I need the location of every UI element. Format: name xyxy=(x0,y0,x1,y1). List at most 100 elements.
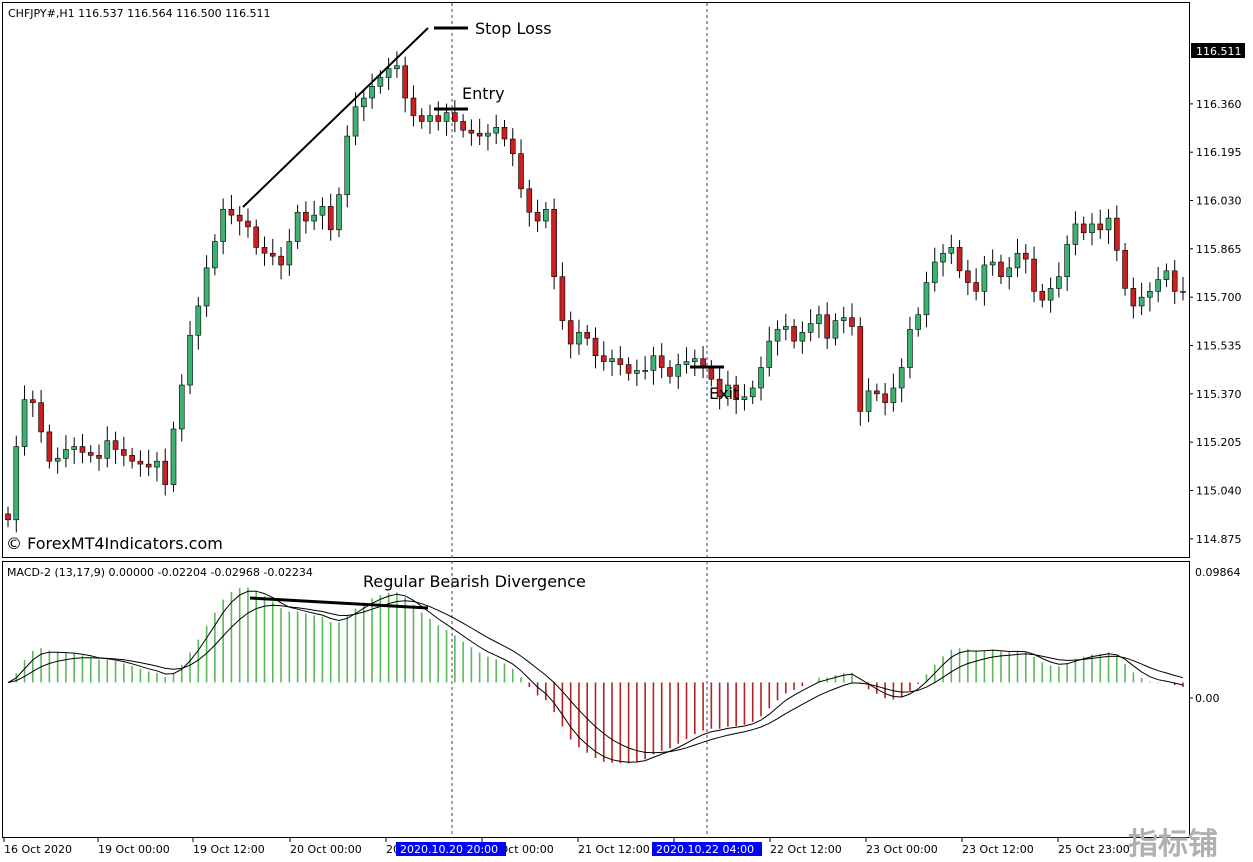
candle-body[interactable] xyxy=(667,367,673,377)
candle-body[interactable] xyxy=(294,211,301,242)
candle-body[interactable] xyxy=(435,115,442,122)
candle-body[interactable] xyxy=(998,261,1004,277)
candle-body[interactable] xyxy=(427,115,433,122)
candle-body[interactable] xyxy=(228,209,235,216)
candle-body[interactable] xyxy=(716,378,723,398)
candle-body[interactable] xyxy=(551,209,557,277)
candle-body[interactable] xyxy=(1080,223,1087,234)
candle-body[interactable] xyxy=(187,334,193,386)
candle-body[interactable] xyxy=(162,460,169,485)
candle-body[interactable] xyxy=(749,387,756,398)
candle-body[interactable] xyxy=(840,317,847,321)
candle-body[interactable] xyxy=(642,370,648,372)
candle-body[interactable] xyxy=(79,446,86,453)
candle-body[interactable] xyxy=(121,449,127,456)
candle-body[interactable] xyxy=(212,241,218,269)
candle-body[interactable] xyxy=(907,329,913,368)
candle-body[interactable] xyxy=(71,446,77,450)
candle-body[interactable] xyxy=(220,209,226,242)
candle-body[interactable] xyxy=(774,329,781,342)
candle-body[interactable] xyxy=(236,214,243,222)
candle-body[interactable] xyxy=(956,247,963,272)
candle-body[interactable] xyxy=(319,206,326,216)
candle-body[interactable] xyxy=(849,317,855,327)
candle-body[interactable] xyxy=(940,252,946,263)
candle-body[interactable] xyxy=(931,261,938,283)
candle-body[interactable] xyxy=(1047,288,1054,301)
candle-body[interactable] xyxy=(402,65,408,99)
candle-body[interactable] xyxy=(1114,217,1120,251)
candle-body[interactable] xyxy=(708,367,715,380)
candle-body[interactable] xyxy=(584,332,591,339)
candle-body[interactable] xyxy=(352,106,359,137)
candle-body[interactable] xyxy=(385,68,392,78)
candle-body[interactable] xyxy=(30,399,36,403)
candle-body[interactable] xyxy=(336,194,342,231)
candle-body[interactable] xyxy=(129,455,135,462)
candle-body[interactable] xyxy=(948,247,955,254)
candle-body[interactable] xyxy=(344,135,351,195)
candle-body[interactable] xyxy=(989,261,996,266)
candle-body[interactable] xyxy=(253,226,260,248)
candle-body[interactable] xyxy=(311,214,317,222)
candle-body[interactable] xyxy=(576,332,582,345)
candle-body[interactable] xyxy=(5,513,11,521)
candle-body[interactable] xyxy=(1147,291,1153,298)
candle-body[interactable] xyxy=(1039,291,1046,301)
candle-body[interactable] xyxy=(1072,223,1079,245)
candle-body[interactable] xyxy=(154,460,160,468)
candle-body[interactable] xyxy=(1105,217,1112,231)
candle-body[interactable] xyxy=(600,355,607,362)
candle-body[interactable] xyxy=(923,282,930,316)
candle-body[interactable] xyxy=(418,115,425,122)
candle-body[interactable] xyxy=(807,323,814,333)
candle-body[interactable] xyxy=(443,112,450,122)
candle-body[interactable] xyxy=(799,332,806,342)
candle-body[interactable] xyxy=(476,132,483,137)
candle-body[interactable] xyxy=(915,314,922,330)
candle-body[interactable] xyxy=(13,446,20,521)
candle-body[interactable] xyxy=(261,247,268,254)
candle-body[interactable] xyxy=(145,463,152,468)
candle-body[interactable] xyxy=(741,396,748,400)
candle-body[interactable] xyxy=(526,188,533,213)
candle-body[interactable] xyxy=(170,428,177,485)
candle-body[interactable] xyxy=(650,355,657,371)
candle-body[interactable] xyxy=(1180,291,1186,293)
candle-body[interactable] xyxy=(857,326,864,412)
candle-body[interactable] xyxy=(791,326,797,342)
candle-body[interactable] xyxy=(303,211,309,222)
candle-body[interactable] xyxy=(96,455,102,459)
candle-body[interactable] xyxy=(567,320,574,345)
candle-body[interactable] xyxy=(783,326,789,330)
candle-body[interactable] xyxy=(493,127,500,134)
candle-body[interactable] xyxy=(1163,270,1170,280)
candle-body[interactable] xyxy=(63,449,69,459)
candle-body[interactable] xyxy=(675,364,682,377)
candle-body[interactable] xyxy=(394,65,400,70)
candle-body[interactable] xyxy=(683,361,690,365)
candle-body[interactable] xyxy=(377,77,384,87)
candle-body[interactable] xyxy=(410,97,417,116)
candle-body[interactable] xyxy=(87,452,94,456)
candle-body[interactable] xyxy=(691,358,698,362)
candle-body[interactable] xyxy=(269,252,276,257)
candle-body[interactable] xyxy=(1155,279,1161,292)
candle-body[interactable] xyxy=(1022,252,1029,260)
candle-body[interactable] xyxy=(38,402,44,433)
candle-body[interactable] xyxy=(1097,223,1104,231)
candle-body[interactable] xyxy=(327,206,334,231)
candle-body[interactable] xyxy=(965,270,971,283)
price-panel[interactable] xyxy=(2,2,1190,558)
candle-body[interactable] xyxy=(452,112,458,122)
candle-body[interactable] xyxy=(46,431,53,462)
candle-body[interactable] xyxy=(1064,244,1070,277)
candle-body[interactable] xyxy=(609,358,615,362)
candle-body[interactable] xyxy=(137,460,144,465)
candle-body[interactable] xyxy=(890,387,897,403)
candle-body[interactable] xyxy=(54,457,61,462)
candle-body[interactable] xyxy=(104,440,111,459)
candle-body[interactable] xyxy=(468,129,475,134)
candle-body[interactable] xyxy=(981,264,988,292)
